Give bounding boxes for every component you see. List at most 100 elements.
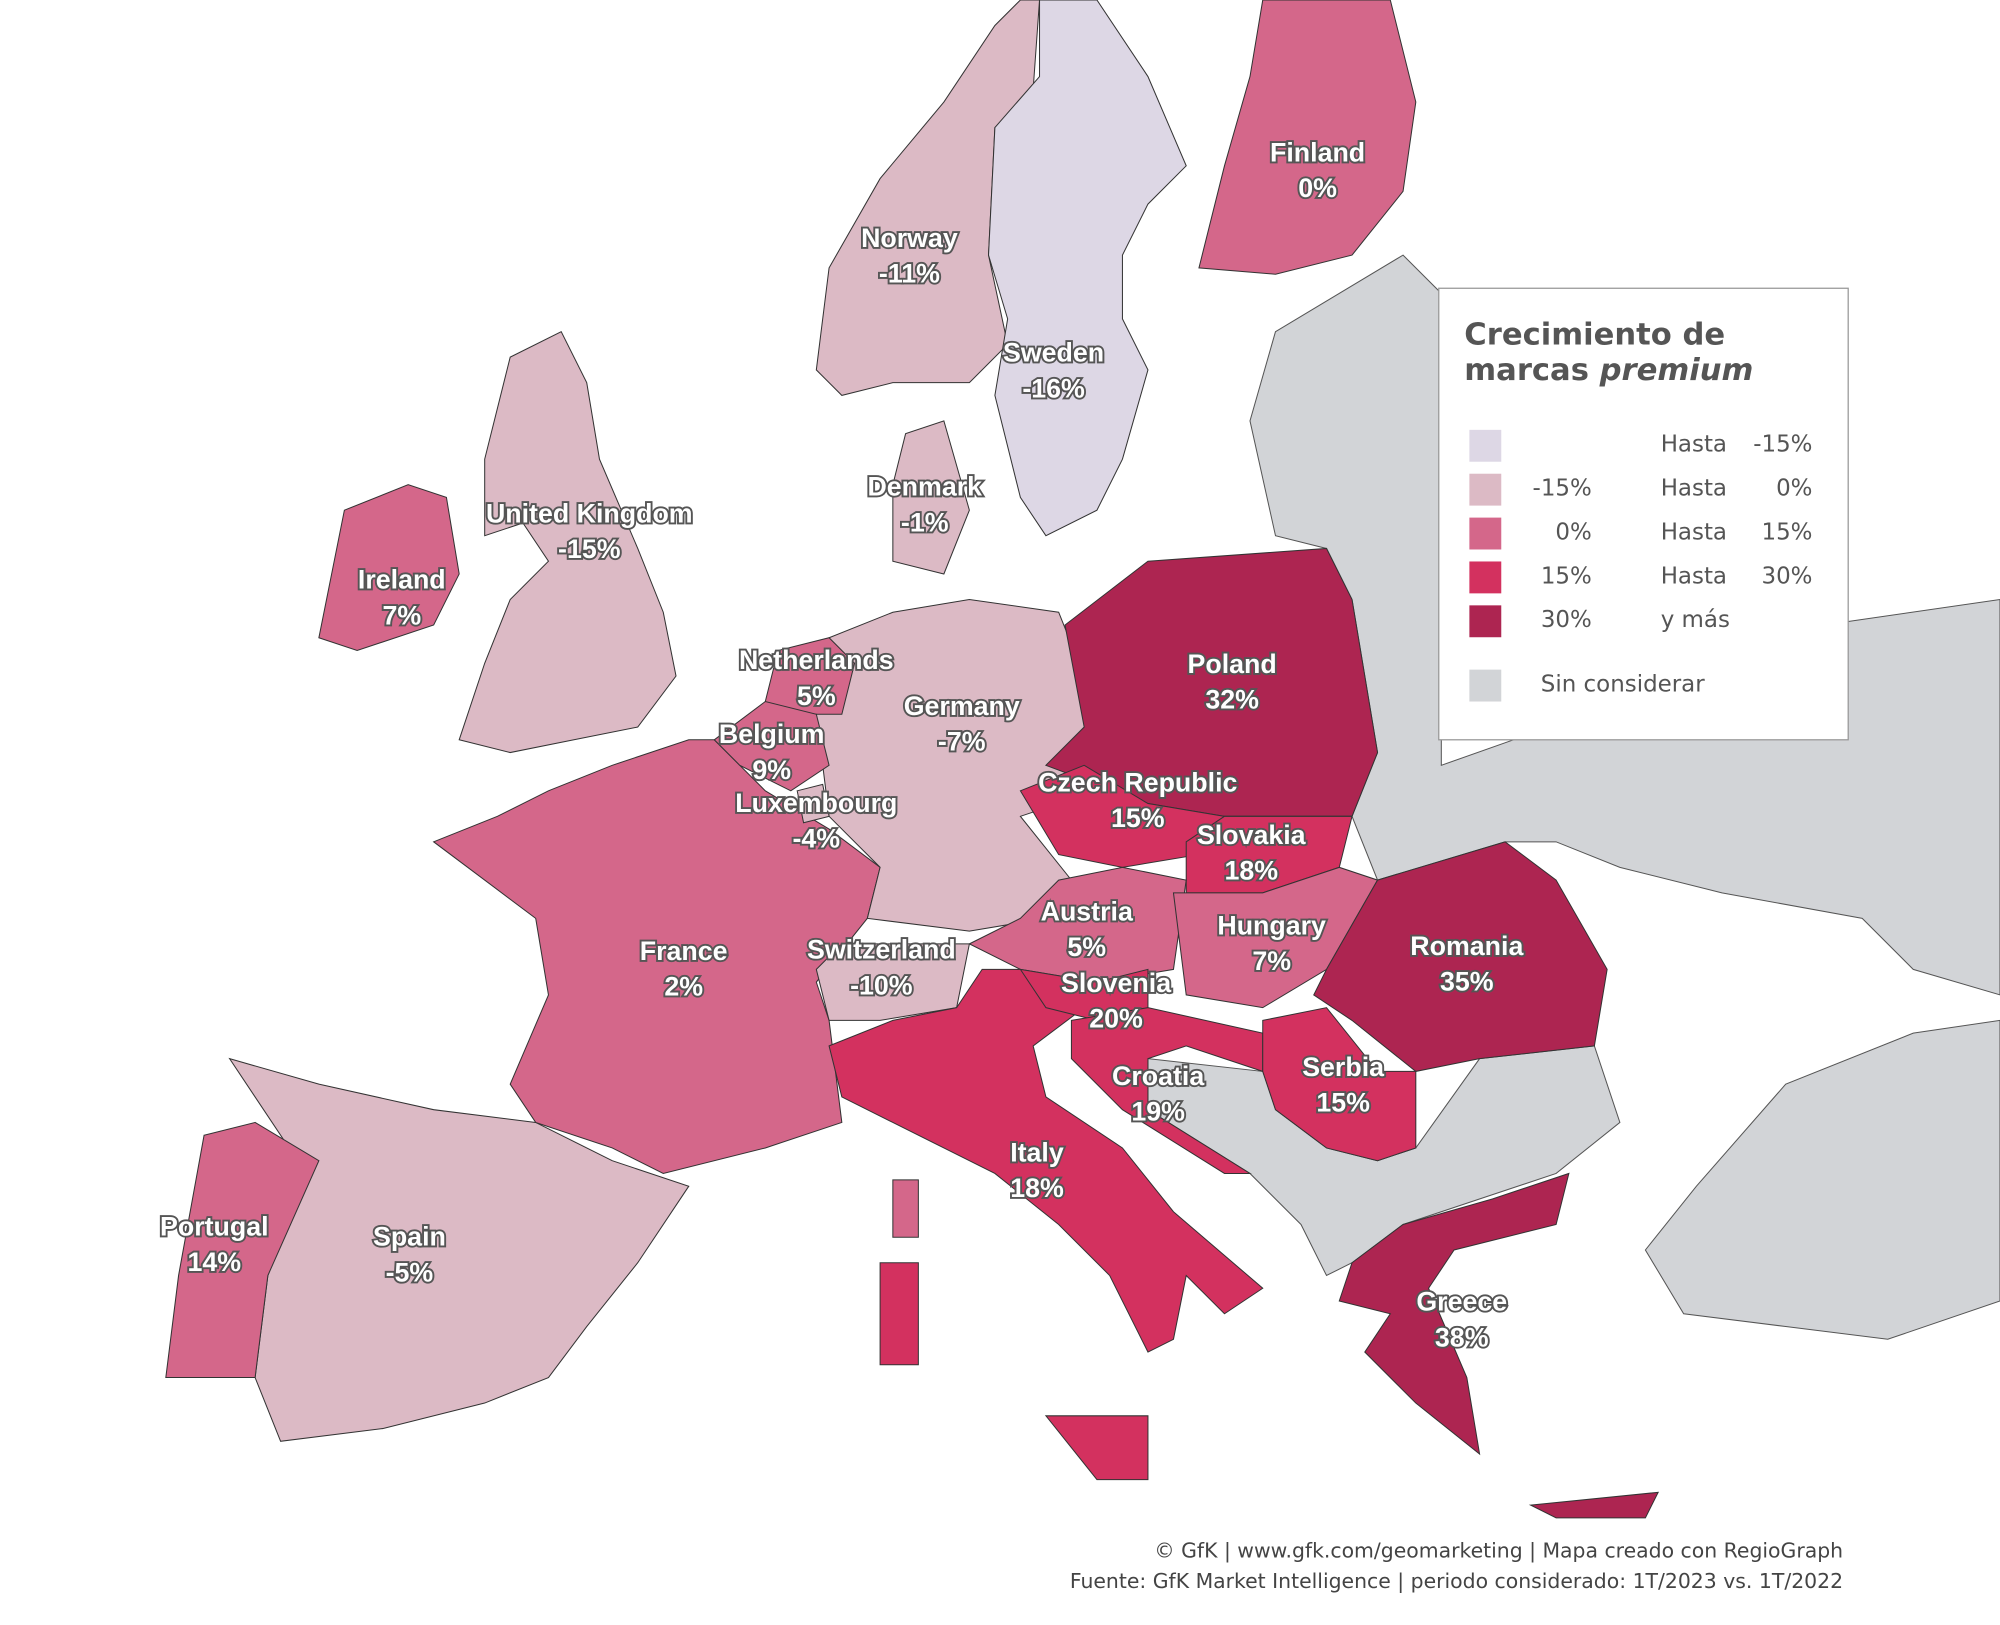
region-value: 38% (1435, 1322, 1489, 1352)
region (713, 700, 830, 792)
region-value: 32% (1205, 685, 1259, 715)
credit: © GfK | www.gfk.com/geomarketing | Mapa … (1154, 1538, 1843, 1563)
legend-to: -15% (1753, 432, 1812, 458)
region-name: Croatia (1112, 1061, 1205, 1091)
region-value: -10% (850, 970, 913, 1000)
region-labels: Norway -11% Sweden -16% Finland 0% Denmark -1% U… (158, 136, 1526, 1355)
region-value: -7% (938, 727, 986, 757)
region-name: Austria (1041, 896, 1134, 926)
region-name: Romania (1410, 931, 1524, 961)
legend-connector: y más (1661, 607, 1730, 633)
region-name: Sweden (1003, 338, 1104, 368)
legend-connector: Hasta (1661, 432, 1727, 458)
region-name: Norway (861, 223, 958, 253)
region (892, 1179, 919, 1238)
legend-from: 30% (1541, 607, 1592, 633)
region-name: Serbia (1302, 1052, 1385, 1082)
legend-connector: Hasta (1661, 476, 1727, 502)
legend-title: marcas premium (1464, 353, 1753, 388)
region-value: 19% (1131, 1097, 1185, 1127)
region-name: Spain (373, 1222, 446, 1252)
legend-connector: Hasta (1661, 563, 1727, 589)
region-name: Luxembourg (735, 788, 897, 818)
region-value: -16% (1022, 373, 1085, 403)
region (1338, 1172, 1570, 1456)
region-value: 14% (187, 1247, 241, 1277)
region-value: 2% (664, 972, 703, 1002)
legend-from: 15% (1541, 563, 1592, 589)
legend-not-considered: Sin considerar (1541, 671, 1705, 697)
land-turkey (1644, 1019, 2000, 1340)
legend-from: 0% (1555, 519, 1591, 545)
region-value: -4% (793, 824, 841, 854)
legend-swatch (1469, 669, 1502, 702)
region-name: Hungary (1217, 910, 1326, 940)
region (892, 420, 970, 575)
region-name: Finland (1270, 137, 1365, 167)
region (165, 1121, 320, 1379)
legend-swatch (1469, 429, 1502, 462)
region-name: United Kingdom (486, 498, 693, 528)
region-value: 7% (382, 600, 421, 630)
legend-from: -15% (1533, 476, 1592, 502)
region-value: 15% (1111, 803, 1165, 833)
legend-title: Crecimiento de (1464, 317, 1725, 352)
region-value: -11% (879, 259, 940, 289)
region-name: Greece (1416, 1287, 1507, 1317)
region (1313, 841, 1608, 1072)
region (879, 1262, 919, 1366)
region (815, 943, 971, 1021)
region-value: 18% (1224, 856, 1278, 886)
region-name: Netherlands (739, 645, 894, 675)
region-name: Denmark (867, 472, 982, 502)
legend-swatch (1469, 561, 1502, 594)
region-name: Italy (1010, 1137, 1064, 1167)
unconsidered-land (1147, 254, 2000, 1340)
legend-swatch (1469, 473, 1502, 506)
legend-title: marcas (1464, 353, 1589, 388)
region-value: 5% (797, 681, 836, 711)
region-name: France (640, 936, 728, 966)
region-value: 5% (1067, 932, 1106, 962)
legend-connector: Hasta (1661, 519, 1727, 545)
region-name: Germany (904, 691, 1020, 721)
region-name: Portugal (160, 1211, 269, 1241)
region (458, 330, 677, 754)
legend: Crecimiento de marcas premium Hasta -15% -… (1438, 287, 1849, 741)
region-name: Slovenia (1061, 968, 1172, 998)
regions (165, 0, 1660, 1519)
legend-to: 30% (1762, 563, 1813, 589)
region-value: -1% (901, 507, 949, 537)
region (318, 484, 460, 652)
legend-swatch (1469, 517, 1502, 550)
legend-swatch (1469, 605, 1502, 638)
region (432, 739, 881, 1175)
region-name: Czech Republic (1038, 768, 1237, 798)
region (796, 783, 830, 824)
region-name: Switzerland (807, 935, 956, 965)
region-value: 7% (1252, 946, 1291, 976)
region (1044, 1415, 1149, 1481)
region-value: 9% (752, 755, 791, 785)
legend-to: 0% (1776, 476, 1812, 502)
legend-to: 15% (1762, 519, 1813, 545)
region-name: Belgium (719, 719, 825, 749)
region-value: 35% (1440, 966, 1494, 996)
map-layer: Norway -11% Sweden -16% Finland 0% Denmark -1% U… (158, 0, 2000, 1594)
region-name: Poland (1188, 649, 1277, 679)
legend-title-emphasis: premium (1599, 353, 1754, 388)
region-value: -5% (386, 1257, 434, 1287)
legend-rows: Hasta -15% -15% Hasta 0% 0% Hasta 15% 15% Hasta 30… (1469, 429, 1813, 702)
region-value: 20% (1089, 1003, 1143, 1033)
region (987, 0, 1187, 537)
region-value: 0% (1298, 173, 1337, 203)
region (1262, 1007, 1417, 1162)
region-value: -15% (558, 534, 621, 564)
region (1070, 1007, 1264, 1174)
region (1528, 1491, 1660, 1519)
legend-box (1438, 287, 1849, 741)
credit: Fuente: GfK Market Intelligence | period… (1070, 1569, 1843, 1594)
region-name: Slovakia (1197, 820, 1307, 850)
region-value: 15% (1316, 1088, 1370, 1118)
